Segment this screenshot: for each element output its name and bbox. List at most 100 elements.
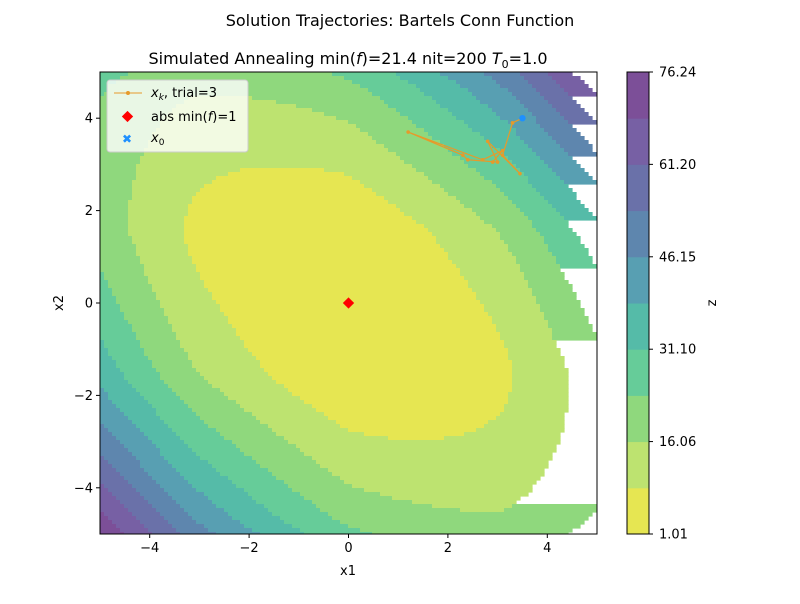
contour-cell	[352, 176, 429, 181]
contour-cell	[196, 452, 245, 457]
contour-cell	[212, 292, 477, 297]
contour-cell	[216, 428, 273, 433]
contour-cell	[120, 308, 165, 313]
contour-cell	[160, 120, 349, 125]
colorbar-band	[627, 441, 649, 489]
contour-cell	[116, 496, 145, 501]
contour-cell	[552, 328, 593, 333]
contour-cell	[164, 308, 221, 313]
colorbar-tick-label: 61.20	[659, 158, 696, 173]
contour-cell	[264, 368, 513, 373]
contour-cell	[108, 352, 145, 357]
contour-cell	[108, 392, 141, 397]
contour-cell	[212, 500, 257, 505]
contour-cell	[556, 108, 585, 113]
contour-cell	[188, 356, 257, 361]
contour-cell	[552, 136, 585, 141]
contour-cell	[556, 140, 589, 145]
contour-cell	[508, 356, 565, 361]
contour-cell	[468, 88, 509, 93]
x-tick-label: 4	[543, 541, 551, 556]
contour-cell	[564, 180, 597, 185]
contour-cell	[432, 232, 501, 237]
contour-cell	[268, 424, 341, 429]
contour-cell	[100, 300, 117, 305]
contour-cell	[252, 528, 301, 533]
contour-cell	[424, 92, 473, 97]
contour-cell	[332, 472, 545, 477]
contour-cell	[556, 260, 593, 265]
contour-cell	[124, 504, 153, 509]
contour-cell	[136, 164, 413, 169]
contour-cell	[460, 156, 509, 161]
contour-cell	[152, 288, 209, 293]
contour-cell	[204, 284, 469, 289]
contour-cell	[132, 452, 161, 457]
contour-cell	[100, 308, 121, 313]
contour-cell	[404, 160, 465, 165]
colorbar-tick-label: 46.15	[659, 250, 696, 265]
contour-cell	[192, 448, 241, 453]
legend: xk, trial=3 abs min(f)=1 ✖ x0	[106, 79, 249, 153]
contour-cell	[492, 316, 545, 321]
contour-cell	[152, 440, 185, 445]
contour-cell	[240, 404, 313, 409]
contour-cell	[168, 460, 209, 465]
contour-cell	[116, 404, 153, 409]
contour-cell	[400, 156, 461, 161]
contour-cell	[324, 168, 417, 173]
contour-cell	[100, 224, 129, 229]
contour-cell	[104, 512, 133, 517]
contour-cell	[396, 204, 465, 209]
contour-cell	[136, 332, 177, 337]
contour-cell	[140, 256, 193, 261]
contour-cell	[300, 492, 381, 497]
contour-cell	[192, 364, 261, 369]
contour-cell	[464, 276, 525, 281]
contour-cell	[140, 464, 173, 469]
contour-cell	[100, 264, 145, 269]
contour-cell	[504, 340, 557, 345]
contour-cell	[484, 308, 541, 313]
contour-cell	[400, 112, 453, 117]
contour-cell	[324, 112, 401, 117]
contour-cell	[144, 352, 189, 357]
contour-cell	[424, 172, 481, 177]
contour-cell	[504, 344, 557, 349]
contour-cell	[448, 256, 517, 261]
contour-cell	[136, 488, 165, 493]
contour-cell	[132, 188, 201, 193]
contour-cell	[304, 496, 393, 501]
contour-cell	[536, 296, 577, 301]
contour-cell	[200, 272, 461, 277]
contour-cell	[100, 196, 133, 201]
contour-cell	[540, 124, 573, 129]
trajectory-layer	[342, 115, 526, 309]
contour-cell	[532, 224, 569, 229]
contour-cell	[152, 132, 369, 137]
contour-cell	[100, 268, 145, 273]
contour-cell	[148, 472, 181, 477]
contour-cell	[100, 520, 113, 525]
contour-cell	[464, 432, 561, 437]
contour-cell	[228, 316, 493, 321]
contour-cell	[548, 132, 581, 137]
contour-cell	[512, 124, 541, 129]
contour-cell	[192, 408, 245, 413]
contour-cell	[540, 308, 585, 313]
contour-cell	[144, 396, 181, 401]
contour-cell	[156, 508, 185, 513]
contour-cell	[100, 436, 117, 441]
contour-cell	[164, 488, 197, 493]
contour-cell	[100, 216, 129, 221]
contour-cell	[552, 204, 585, 209]
contour-cell	[248, 348, 509, 353]
contour-cell	[524, 272, 565, 277]
contour-cell	[100, 304, 121, 309]
contour-cell	[120, 76, 345, 81]
contour-cell	[100, 456, 105, 461]
contour-cell	[144, 152, 397, 157]
contour-cell	[100, 240, 133, 245]
contour-cell	[524, 140, 557, 145]
contour-cell	[504, 404, 569, 409]
